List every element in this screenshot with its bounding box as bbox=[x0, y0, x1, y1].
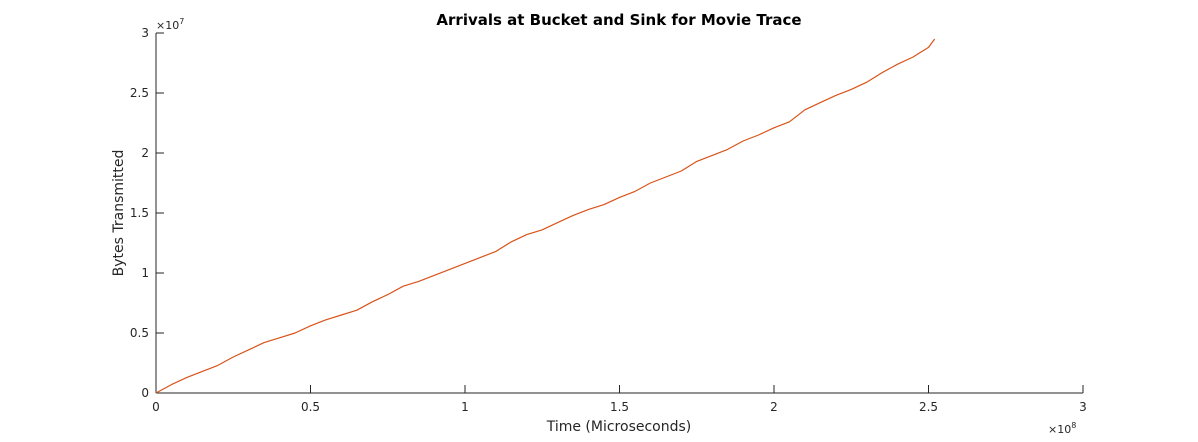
y-tick-label: 0.5 bbox=[130, 326, 149, 340]
y-tick-label: 1.5 bbox=[130, 206, 149, 220]
y-tick-label: 2 bbox=[141, 146, 149, 160]
x-axis-label: Time (Microseconds) bbox=[546, 419, 692, 435]
chart-title: Arrivals at Bucket and Sink for Movie Tr… bbox=[436, 11, 801, 29]
x-tick-label: 1 bbox=[461, 400, 469, 414]
x-tick-label: 0 bbox=[152, 400, 160, 414]
axes bbox=[155, 33, 1083, 394]
x-ticks: 0 0.5 1 1.5 2 2.5 3 bbox=[152, 385, 1087, 414]
x-multiplier-base: ×10 bbox=[1048, 423, 1071, 436]
x-tick-label: 1.5 bbox=[610, 400, 629, 414]
y-tick-label: 1 bbox=[141, 266, 149, 280]
x-tick-label: 2.5 bbox=[919, 400, 938, 414]
y-tick-label: 0 bbox=[141, 386, 149, 400]
y-axis-multiplier: ×107 bbox=[156, 17, 184, 32]
series-layer bbox=[155, 38, 936, 394]
x-tick-label: 0.5 bbox=[301, 400, 320, 414]
y-tick-label: 3 bbox=[141, 26, 149, 40]
y-multiplier-exponent: 7 bbox=[179, 17, 184, 26]
x-axis-multiplier: ×108 bbox=[1048, 421, 1076, 436]
series-line-1 bbox=[155, 38, 936, 394]
y-ticks: 0 0.5 1 1.5 2 2.5 3 bbox=[130, 26, 164, 400]
y-tick-label: 2.5 bbox=[130, 86, 149, 100]
x-tick-label: 3 bbox=[1079, 400, 1087, 414]
y-axis-label: Bytes Transmitted bbox=[111, 150, 127, 277]
x-tick-label: 2 bbox=[770, 400, 778, 414]
y-multiplier-base: ×10 bbox=[156, 19, 179, 32]
x-multiplier-exponent: 8 bbox=[1071, 421, 1076, 430]
